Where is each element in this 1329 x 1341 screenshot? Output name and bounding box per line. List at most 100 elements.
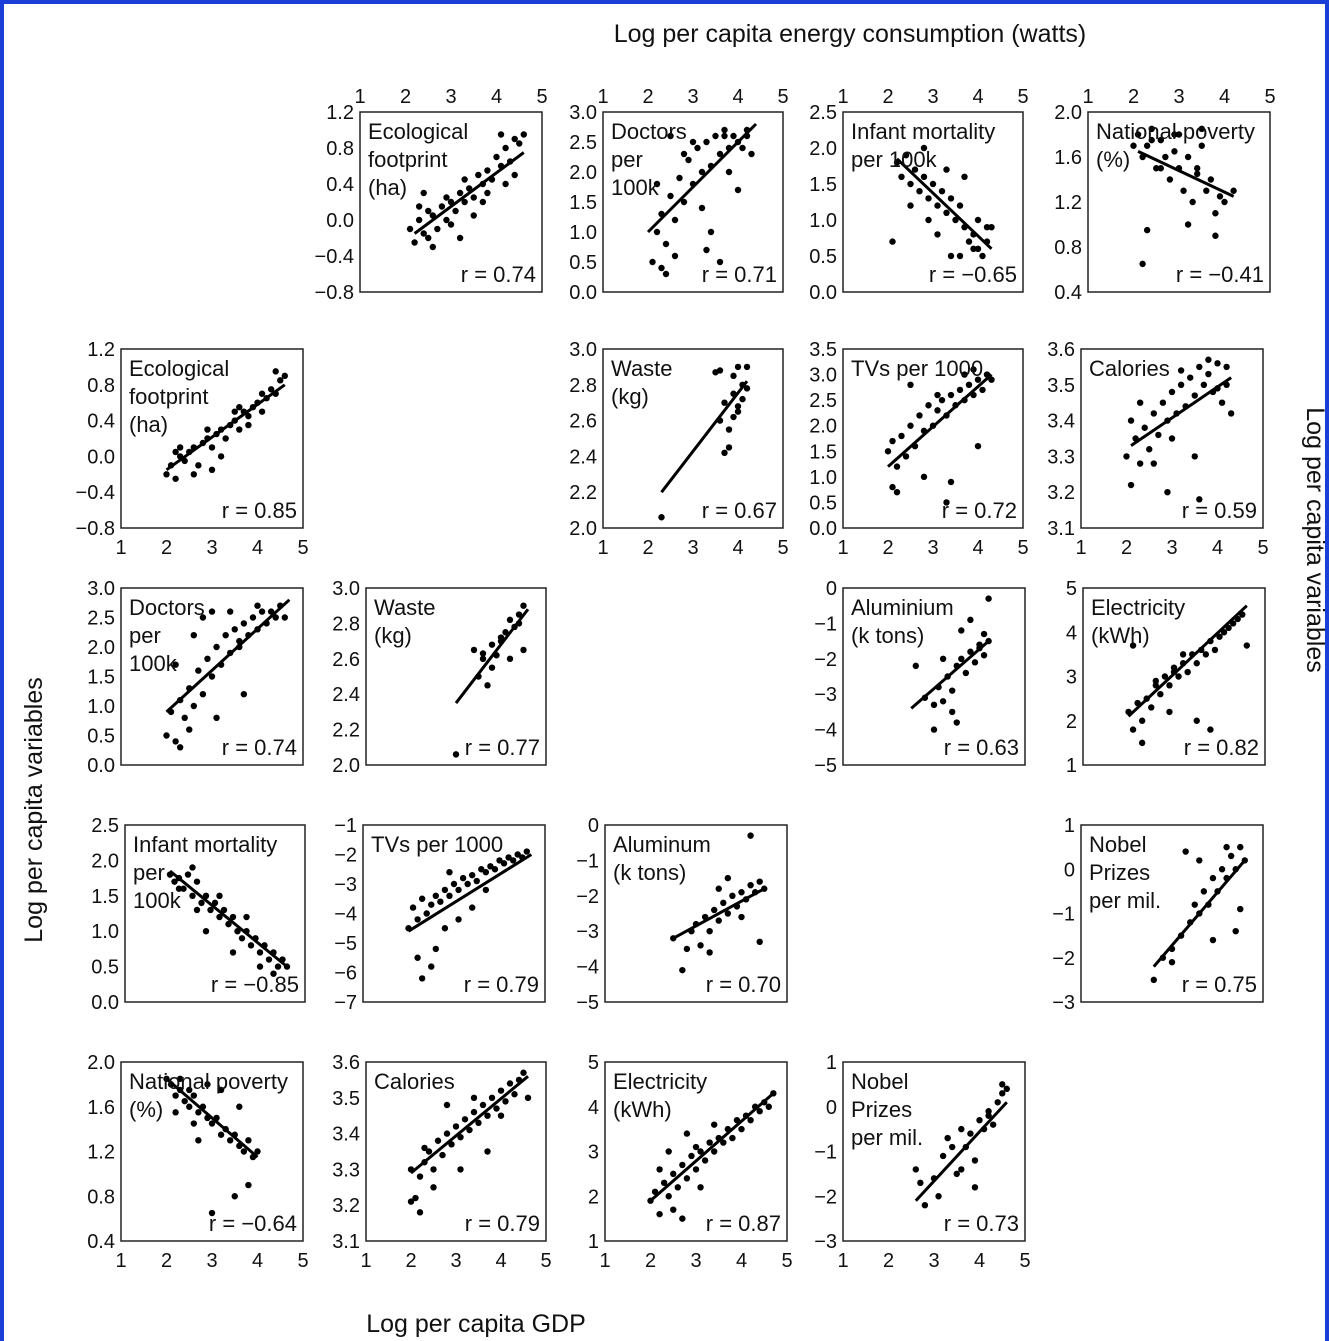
x-tick-label: 1 [837,1250,848,1272]
data-point [976,1116,983,1124]
data-point [739,144,746,152]
y-tick-label: 3.5 [809,339,837,361]
data-point [947,391,955,399]
data-point [459,874,467,882]
data-point [1194,170,1201,178]
x-tick-label: 5 [1017,86,1028,108]
data-point [500,860,508,867]
data-point [470,1094,478,1102]
panel-title-line: Aluminium [851,595,954,620]
data-point [240,620,248,627]
data-point [502,180,509,188]
data-point [1216,633,1223,640]
data-point [756,1108,763,1115]
data-point [721,132,728,140]
data-point [172,1092,179,1099]
x-tick-label: 4 [736,1250,747,1272]
data-point [680,150,688,158]
y-tick-label: 1.2 [1054,192,1082,214]
data-point [461,1116,469,1123]
data-point [277,377,284,384]
data-point [649,258,656,266]
panel-title-line: Prizes [851,1097,912,1122]
data-point [225,920,232,928]
data-point [220,906,228,914]
scatter-panel: 3.0 2.5 2.0 1.5 1.0 0.5 0.0 Doctors per 100k r = 0… [87,578,304,777]
data-point [245,1181,252,1189]
data-point [238,935,246,942]
data-point [958,627,965,634]
y-tick-label: −0.4 [315,246,354,268]
data-point [1218,866,1226,873]
x-tick-label: 4 [252,537,263,559]
data-point [985,1112,992,1119]
regression-line [649,1092,775,1202]
y-tick-label: 0.4 [326,174,354,196]
data-point [721,399,728,406]
panel-frame [1087,111,1271,293]
data-point [236,1103,243,1110]
data-point [411,239,418,246]
x-tick-label: 3 [690,1250,701,1272]
data-point [484,167,491,174]
data-point [195,462,202,469]
data-point [437,898,444,905]
y-tick-label: 0.5 [809,492,837,514]
data-point [270,970,277,977]
data-point [1003,1085,1010,1093]
x-tick-label: 2 [1121,537,1132,559]
data-point [430,1184,437,1191]
data-point [236,426,243,433]
data-point [509,857,517,864]
data-point [743,363,751,371]
y-tick-label: 2.5 [809,390,837,412]
data-point [265,956,273,963]
data-point [1187,374,1194,381]
correlation-label: r = 0.74 [461,262,536,287]
panel-title-line: (ha) [368,175,407,200]
data-point [506,655,514,662]
x-tick-label: 2 [400,86,411,108]
data-point [245,1137,252,1144]
data-point [443,1101,451,1109]
data-point [671,216,679,224]
data-point [1148,704,1155,711]
data-point [516,140,523,147]
panel-title-line: (k tons) [613,860,686,885]
scatter-panel: 3.0 2.5 2.0 1.5 1.0 0.5 0.0 1 2 3 4 5 Doctors per 100k… [569,86,788,304]
data-point [470,646,478,654]
regression-line [165,1077,259,1159]
data-point [452,207,459,215]
x-tick-label: 5 [297,1250,308,1272]
data-point [190,632,197,639]
y-tick-label: 1.6 [1054,147,1082,169]
regression-line [1127,604,1248,718]
data-point [484,1112,491,1119]
y-tick-label: 4 [1066,622,1077,644]
data-point [958,655,965,662]
data-point [985,595,992,602]
correlation-label: r = 0.71 [702,262,777,287]
y-tick-label: 3.4 [1047,411,1075,433]
data-point [943,166,950,173]
data-point [974,216,982,224]
data-point [1157,691,1164,698]
data-point [432,945,439,953]
data-point [464,880,471,888]
y-tick-label: 3.6 [1047,339,1075,361]
data-point [916,412,923,419]
data-point [446,869,453,876]
data-point [970,245,977,252]
data-point [425,234,432,242]
scatter-panel: 3.0 2.8 2.6 2.4 2.2 2.01 2 3 4 5 Waste (kg) r = 0.67 [569,339,788,559]
x-tick-label: 1 [597,537,608,559]
regression-line [1130,376,1232,447]
data-point [748,150,755,158]
data-point [1166,176,1174,183]
data-point [493,1105,500,1112]
data-point [961,173,968,180]
scatter-panel: 2.0 1.6 1.2 0.8 0.41 2 3 4 5 National poverty (%) r… [87,1052,308,1272]
y-tick-label: −2 [1052,948,1075,970]
data-point [1221,198,1228,206]
panel-title-line: 100k [133,888,182,913]
